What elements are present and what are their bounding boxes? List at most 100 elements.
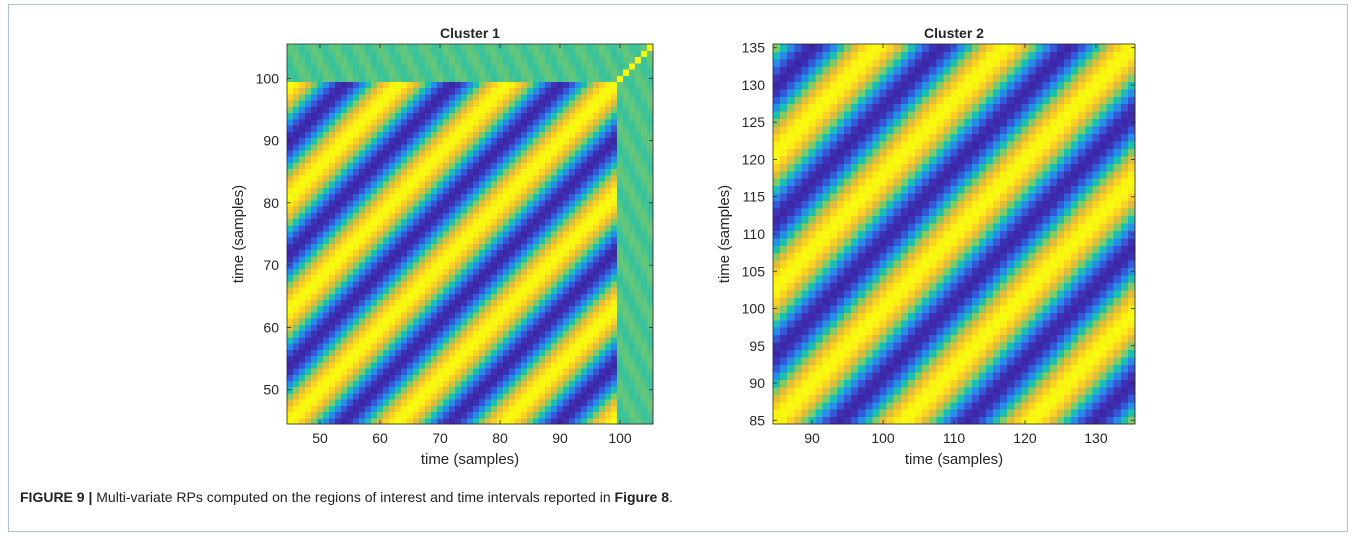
heatmap-cell [479, 330, 486, 338]
heatmap-cell [533, 75, 540, 82]
heatmap-cell [311, 237, 318, 244]
heatmap-cell [581, 349, 588, 357]
heatmap-cell [287, 336, 294, 344]
heatmap-cell [365, 367, 372, 375]
heatmap-cell [843, 193, 852, 202]
heatmap-cell [377, 299, 384, 307]
heatmap-cell [509, 75, 516, 82]
heatmap-cell [317, 392, 324, 400]
heatmap-cell [359, 44, 366, 51]
heatmap-cell [473, 286, 480, 294]
heatmap-cell [623, 44, 630, 51]
heatmap-cell [527, 81, 534, 89]
heatmap-cell [515, 218, 522, 226]
heatmap-cell [569, 112, 576, 120]
heatmap-cell [305, 149, 312, 157]
heatmap-cell [461, 205, 468, 213]
heatmap-cell [836, 327, 845, 336]
heatmap-cell [347, 305, 354, 313]
heatmap-cell [305, 243, 312, 251]
heatmap-cell [431, 305, 438, 313]
heatmap-cell [801, 140, 810, 149]
heatmap-cell [563, 62, 570, 70]
heatmap-cell [914, 267, 923, 276]
heatmap-cell [872, 73, 881, 82]
heatmap-cell [641, 118, 648, 126]
heatmap-cell [443, 268, 450, 276]
heatmap-cell [515, 224, 522, 232]
heatmap-cell [922, 416, 930, 425]
heatmap-cell [449, 274, 456, 282]
heatmap-cell [629, 112, 636, 120]
heatmap-cell [497, 212, 504, 220]
heatmap-cell [425, 361, 432, 369]
heatmap-cell [389, 174, 396, 182]
heatmap-cell [389, 399, 396, 406]
heatmap-cell [431, 249, 438, 257]
heatmap-cell [808, 170, 817, 179]
heatmap-cell [461, 118, 468, 126]
heatmap-cell [425, 174, 432, 182]
heatmap-cell [893, 118, 902, 127]
heatmap-cell [449, 311, 456, 319]
heatmap-cell [533, 224, 540, 232]
heatmap-cell [611, 318, 618, 325]
heatmap-cell [829, 401, 838, 410]
heatmap-cell [443, 118, 450, 126]
heatmap-cell [443, 143, 450, 151]
heatmap-cell [449, 318, 456, 325]
heatmap-cell [858, 81, 866, 90]
heatmap-cell [801, 133, 810, 142]
heatmap-cell [865, 237, 873, 246]
heatmap-cell [865, 409, 873, 418]
heatmap-cell [413, 336, 420, 344]
heatmap-cell [461, 199, 468, 207]
heatmap-cell [479, 274, 486, 282]
heatmap-cell [467, 149, 474, 157]
heatmap-cell [461, 343, 468, 350]
heatmap-cell [829, 394, 838, 403]
heatmap-cell [611, 224, 618, 232]
heatmap-cell [407, 367, 414, 375]
heatmap-cell [545, 330, 552, 338]
heatmap-cell [836, 282, 845, 291]
heatmap-cell [515, 249, 522, 257]
heatmap-cell [563, 68, 570, 76]
heatmap-cell [437, 131, 444, 139]
heatmap-cell [407, 399, 414, 406]
heatmap-cell [389, 243, 396, 251]
heatmap-cell [605, 193, 612, 201]
heatmap-cell [801, 185, 810, 194]
heatmap-cell [922, 200, 930, 209]
heatmap-cell [836, 349, 845, 358]
heatmap-cell [629, 174, 636, 182]
heatmap-cell [467, 174, 474, 182]
heatmap-cell [497, 162, 504, 170]
heatmap-cell [293, 355, 300, 363]
heatmap-cell [467, 131, 474, 139]
heatmap-cell [865, 319, 873, 328]
heatmap-cell [407, 255, 414, 263]
heatmap-cell [569, 243, 576, 251]
heatmap-cell [635, 149, 642, 157]
heatmap-cell [599, 405, 606, 413]
heatmap-cell [533, 218, 540, 226]
heatmap-cell [311, 112, 318, 120]
heatmap-cell [922, 252, 930, 261]
heatmap-cell [836, 163, 845, 172]
heatmap-cell [599, 349, 606, 357]
heatmap-cell [780, 170, 788, 179]
heatmap-cell [299, 280, 306, 288]
heatmap-cell [413, 212, 420, 220]
heatmap-cell [922, 125, 930, 135]
heatmap-cell [323, 255, 330, 263]
heatmap-cell [879, 334, 888, 343]
heatmap-cell [539, 243, 546, 251]
heatmap-cell [587, 143, 594, 151]
heatmap-cell [443, 399, 450, 406]
heatmap-cell [587, 374, 594, 381]
heatmap-cell [794, 178, 802, 187]
heatmap-cell [509, 100, 516, 107]
heatmap-cell [521, 380, 528, 388]
heatmap-cell [383, 280, 390, 288]
